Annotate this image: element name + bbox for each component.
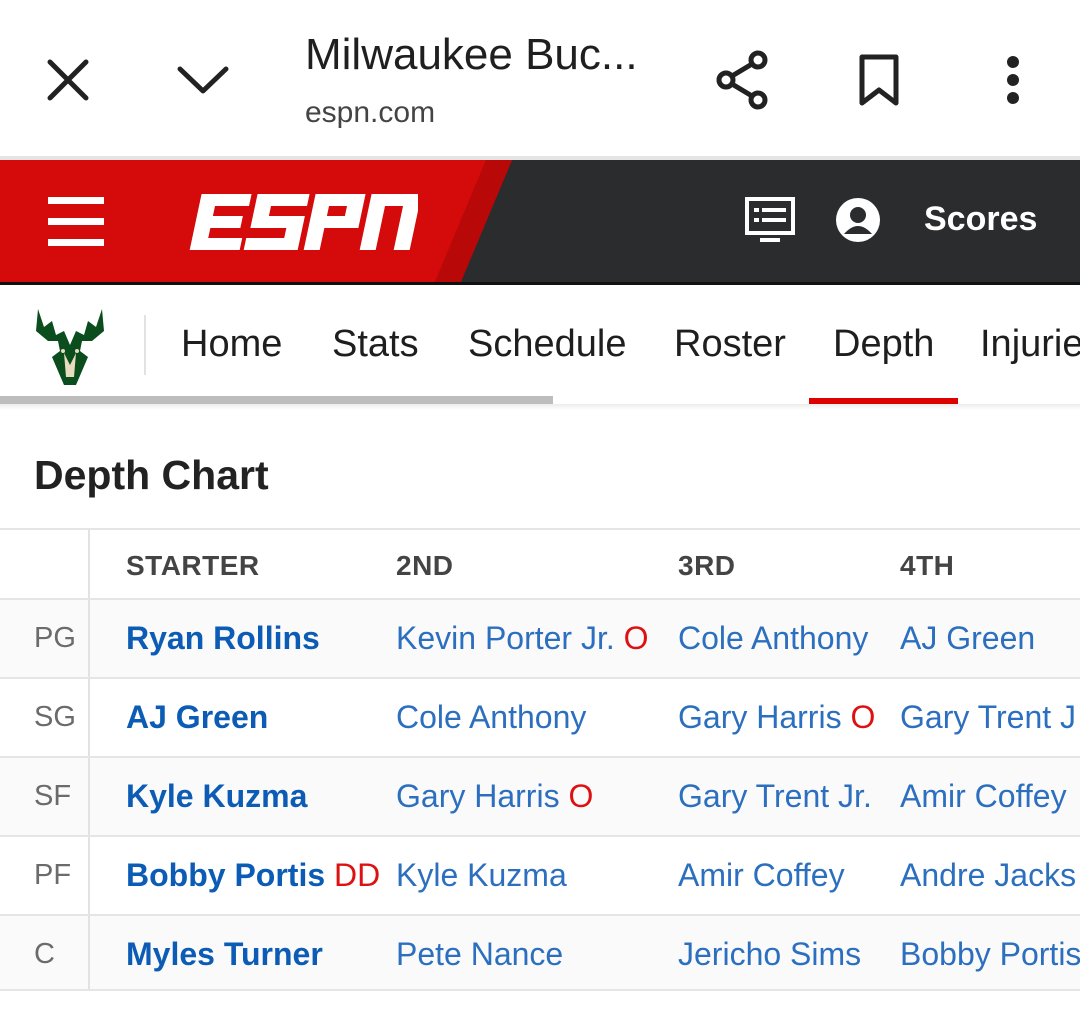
third-player[interactable]: Gary Harris O (678, 699, 875, 736)
position-label: PG (34, 622, 76, 654)
nav-active-indicator (809, 398, 958, 405)
browser-toolbar: Milwaukee Buc... espn.com (0, 0, 1080, 160)
injury-status: O (850, 699, 876, 735)
player-name[interactable]: Gary Trent Jr. (678, 778, 872, 814)
table-header-row: STARTER 2ND 3RD 4TH (0, 528, 1080, 598)
player-name[interactable]: Amir Coffey (900, 778, 1067, 814)
header-fourth: 4TH (900, 550, 955, 581)
player-name[interactable]: Myles Turner (126, 936, 323, 972)
section-title: Depth Chart (34, 452, 269, 498)
nav-stats[interactable]: Stats (332, 323, 419, 365)
player-name[interactable]: Kyle Kuzma (126, 778, 308, 814)
scores-link[interactable]: Scores (924, 200, 1038, 238)
player-name[interactable]: Pete Nance (396, 936, 564, 972)
player-name[interactable]: Kevin Porter Jr. (396, 620, 615, 656)
starter-player[interactable]: AJ Green (126, 699, 268, 736)
page-title: Milwaukee Buc... (305, 30, 638, 79)
nav-schedule[interactable]: Schedule (468, 323, 627, 365)
fourth-player[interactable]: Amir Coffey (900, 778, 1067, 815)
player-name[interactable]: Cole Anthony (396, 699, 587, 735)
header-second: 2ND (396, 550, 454, 581)
profile-icon[interactable] (834, 196, 882, 244)
close-icon[interactable] (40, 52, 96, 108)
third-player[interactable]: Cole Anthony (678, 620, 868, 657)
nav-separator (144, 315, 146, 375)
third-player[interactable]: Amir Coffey (678, 857, 845, 894)
nav-scrollbar[interactable] (0, 396, 553, 404)
more-options-icon[interactable] (996, 50, 1030, 110)
second-player[interactable]: Kyle Kuzma (396, 857, 567, 894)
table-row: PF Bobby Portis DD Kyle Kuzma Amir Coffe… (0, 835, 1080, 914)
starter-player[interactable]: Ryan Rollins (126, 620, 320, 657)
second-player[interactable]: Cole Anthony (396, 699, 586, 736)
page-url: espn.com (305, 96, 436, 129)
player-name[interactable]: Ryan Rollins (126, 620, 320, 656)
nav-injuries[interactable]: Injurie (980, 323, 1080, 365)
injury-status: DD (334, 857, 381, 893)
player-name[interactable]: Cole Anthony (678, 620, 869, 656)
fourth-player[interactable]: Bobby Portis (900, 936, 1080, 973)
position-cell (0, 600, 90, 677)
player-name[interactable]: AJ Green (900, 620, 1036, 656)
second-player[interactable]: Pete Nance (396, 936, 563, 973)
nav-shadow (0, 404, 1080, 410)
bucks-logo[interactable] (30, 305, 110, 389)
table-row: SF Kyle Kuzma Gary Harris O Gary Trent J… (0, 756, 1080, 835)
player-name[interactable]: Gary Harris (396, 778, 560, 814)
header-third: 3RD (678, 550, 736, 581)
player-name[interactable]: Gary Harris (678, 699, 842, 735)
team-nav: Home Stats Schedule Roster Depth Injurie (0, 285, 1080, 406)
fourth-player[interactable]: Gary Trent J (900, 699, 1076, 736)
player-name[interactable]: Bobby Portis (126, 857, 326, 893)
second-player[interactable]: Gary Harris O (396, 778, 593, 815)
table-bottom-border (0, 989, 1080, 991)
header-red-band (0, 160, 512, 284)
watch-tv-icon[interactable] (744, 196, 796, 246)
table-row: PG Ryan Rollins Kevin Porter Jr. O Cole … (0, 598, 1080, 677)
fourth-player[interactable]: AJ Green (900, 620, 1035, 657)
injury-status: O (623, 620, 649, 656)
starter-player[interactable]: Myles Turner (126, 936, 323, 973)
third-player[interactable]: Gary Trent Jr. (678, 778, 872, 815)
menu-icon[interactable] (44, 194, 108, 250)
nav-depth[interactable]: Depth (833, 323, 935, 365)
player-name[interactable]: Gary Trent J (900, 699, 1077, 735)
position-cell (0, 679, 90, 756)
player-name[interactable]: Amir Coffey (678, 857, 845, 893)
header-starter: STARTER (126, 550, 260, 581)
player-name[interactable]: Kyle Kuzma (396, 857, 567, 893)
player-name[interactable]: Andre Jacks (900, 857, 1077, 893)
position-label: SF (34, 780, 72, 812)
bookmark-icon[interactable] (852, 50, 906, 110)
position-cell (0, 837, 90, 914)
toolbar-divider (0, 156, 1080, 160)
espn-logo[interactable] (186, 192, 418, 252)
player-name[interactable]: AJ Green (126, 699, 269, 735)
position-label: PF (34, 859, 72, 891)
fourth-player[interactable]: Andre Jacks (900, 857, 1076, 894)
nav-roster[interactable]: Roster (674, 323, 786, 365)
position-cell (0, 916, 90, 989)
third-player[interactable]: Jericho Sims (678, 936, 861, 973)
nav-home[interactable]: Home (181, 323, 283, 365)
player-name[interactable]: Bobby Portis (900, 936, 1080, 972)
position-label: C (34, 938, 55, 970)
position-column-header (0, 530, 90, 598)
table-row: C Myles Turner Pete Nance Jericho Sims B… (0, 914, 1080, 989)
table-row: SG AJ Green Cole Anthony Gary Harris O G… (0, 677, 1080, 756)
espn-header: Scores (0, 160, 1080, 284)
chevron-down-icon[interactable] (172, 52, 234, 108)
starter-player[interactable]: Bobby Portis DD (126, 857, 380, 894)
position-label: SG (34, 701, 76, 733)
injury-status: O (568, 778, 594, 814)
player-name[interactable]: Jericho Sims (678, 936, 862, 972)
second-player[interactable]: Kevin Porter Jr. O (396, 620, 649, 657)
position-cell (0, 758, 90, 835)
share-icon[interactable] (712, 48, 774, 112)
header-divider (0, 282, 1080, 285)
starter-player[interactable]: Kyle Kuzma (126, 778, 307, 815)
